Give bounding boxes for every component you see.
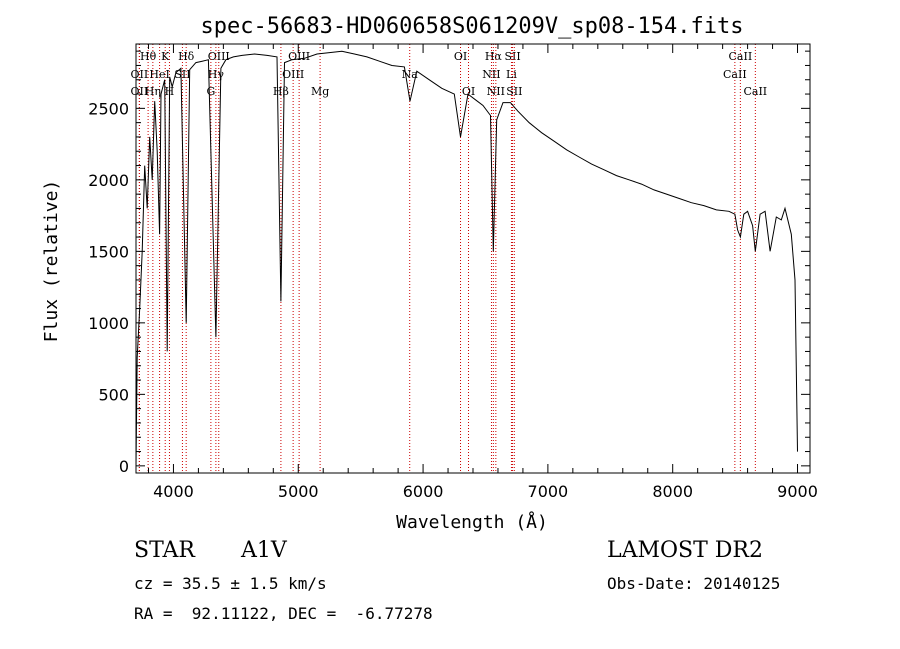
y-tick-label: 1500 bbox=[88, 242, 129, 261]
y-axis-label: Flux (relative) bbox=[41, 180, 62, 343]
spectral-line-label: K bbox=[161, 50, 170, 63]
spectral-line-label: NII bbox=[482, 68, 500, 81]
spectral-line-label: OIII bbox=[282, 68, 304, 81]
y-axis-ticks: 0 500 1000 1500 2000 2500 bbox=[88, 50, 810, 476]
coordinates: RA = 92.11122, DEC = -6.77278 bbox=[134, 604, 433, 623]
plot-frame bbox=[135, 43, 811, 474]
y-tick-label: 500 bbox=[98, 385, 129, 404]
chart-title: spec-56683-HD060658S061209V_sp08-154.fit… bbox=[200, 14, 743, 39]
spectral-line-label: OIII bbox=[288, 50, 310, 63]
spectral-line-label: Hη bbox=[145, 85, 161, 98]
x-axis-label: Wavelength (Å) bbox=[396, 511, 548, 533]
spectral-line-label: OII bbox=[131, 85, 149, 98]
x-axis-ticks: 4000 5000 6000 7000 8000 9000 bbox=[147, 44, 818, 501]
spectral-line-label: Hγ bbox=[208, 68, 225, 81]
spectral-line-label: NII bbox=[487, 85, 505, 98]
spectral-line-label: OI bbox=[454, 50, 467, 63]
spectral-line-label: Hβ bbox=[273, 85, 289, 98]
spectral-line-label: CaII bbox=[729, 50, 753, 63]
y-tick-label: 2500 bbox=[88, 99, 129, 118]
spectral-line-label: Hα bbox=[485, 50, 503, 63]
x-tick-label: 9000 bbox=[777, 482, 818, 501]
spectral-line-label: CaII bbox=[743, 85, 767, 98]
x-tick-label: 5000 bbox=[278, 482, 319, 501]
spectral-line-label: SII bbox=[506, 85, 522, 98]
spectral-line-label: SII bbox=[174, 68, 190, 81]
spectral-line-label: Hδ bbox=[178, 50, 195, 63]
spectral-line-label: Mg bbox=[311, 85, 329, 98]
spectral-line-label: Li bbox=[506, 68, 517, 81]
spectral-subclass: A1V bbox=[241, 538, 287, 563]
redshift-cz: cz = 35.5 ± 1.5 km/s bbox=[134, 574, 327, 593]
observation-date: Obs-Date: 20140125 bbox=[607, 574, 781, 593]
y-tick-label: 1000 bbox=[88, 314, 129, 333]
spectral-line-label: OI bbox=[462, 85, 475, 98]
spectral-line-label: Hθ bbox=[140, 50, 157, 63]
x-tick-label: 7000 bbox=[528, 482, 569, 501]
spectral-line-label: SII bbox=[504, 50, 520, 63]
spectrum-line bbox=[135, 50, 798, 466]
spectral-line-label: OIII bbox=[208, 50, 230, 63]
spectral-line-label: G bbox=[206, 85, 215, 98]
object-type: STAR bbox=[134, 538, 195, 563]
spectral-line-label: HeI bbox=[149, 68, 169, 81]
x-tick-label: 4000 bbox=[153, 482, 194, 501]
y-tick-label: 0 bbox=[119, 457, 129, 476]
survey-name: LAMOST DR2 bbox=[607, 538, 763, 563]
x-tick-label: 6000 bbox=[403, 482, 444, 501]
x-tick-label: 8000 bbox=[652, 482, 693, 501]
spectral-line-label: CaII bbox=[723, 68, 747, 81]
y-tick-label: 2000 bbox=[88, 171, 129, 190]
